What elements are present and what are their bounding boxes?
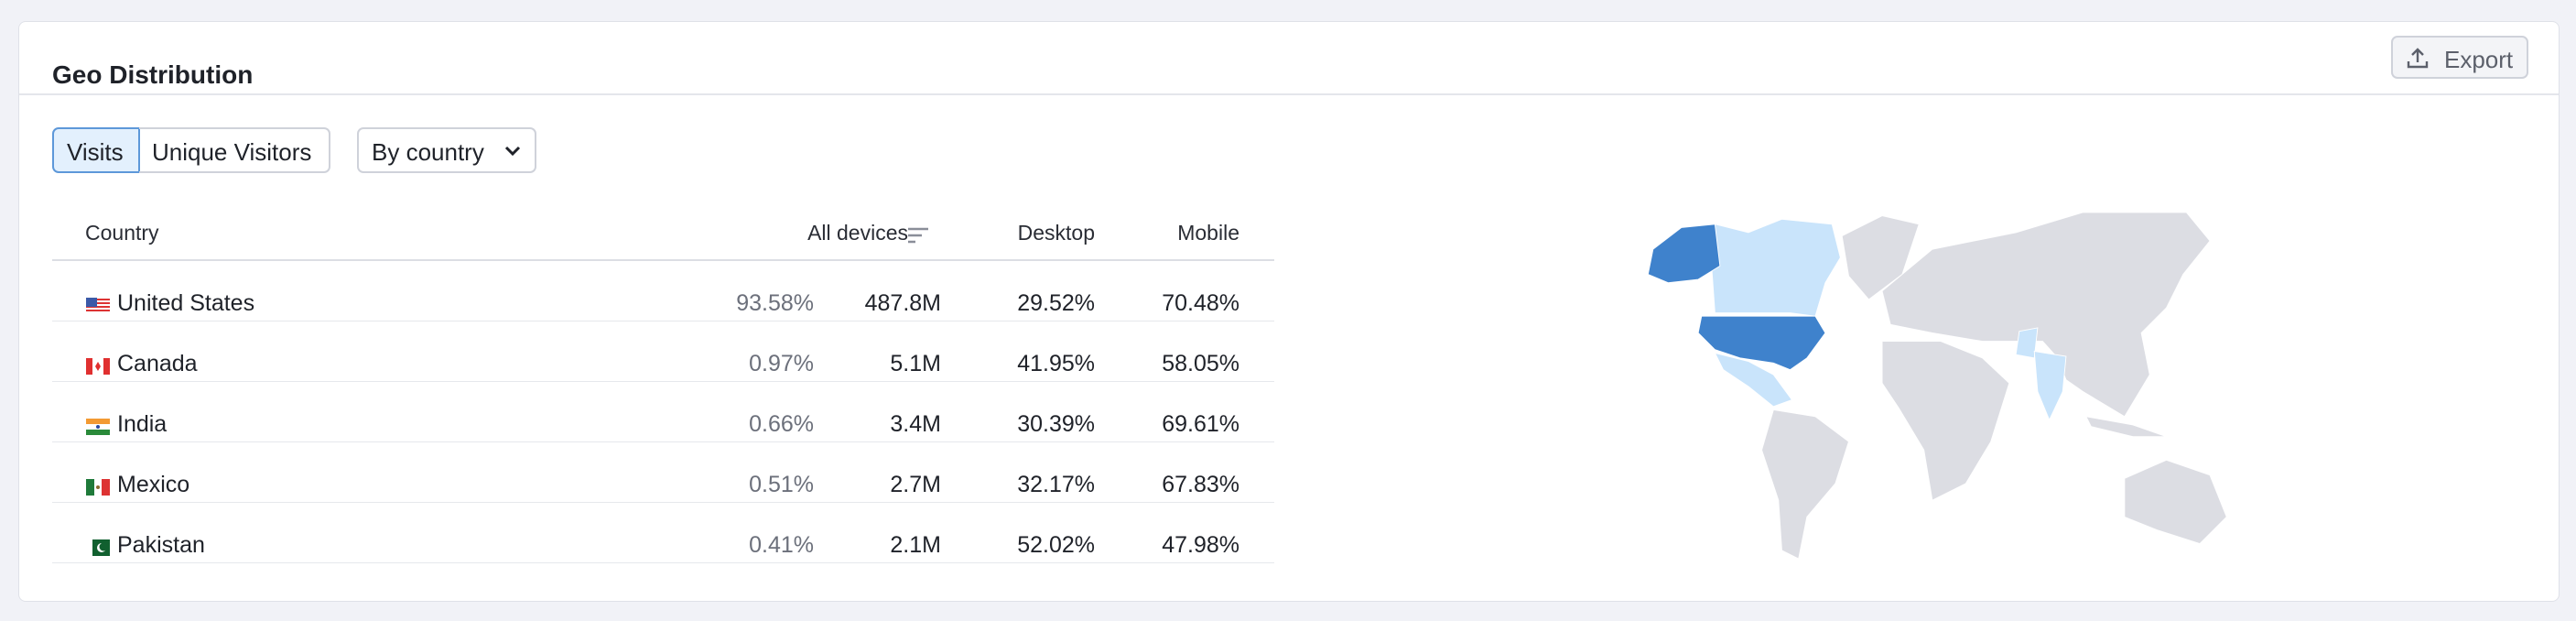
desktop: 32.17% [1017, 472, 1095, 497]
all-devices: 3.4M [890, 411, 941, 437]
tab[interactable]: Visits [52, 127, 140, 173]
world-map [1647, 212, 2227, 560]
flag-icon [86, 479, 110, 496]
flag-icon [86, 298, 110, 314]
country-name: Mexico [117, 472, 190, 497]
row-line [52, 381, 1274, 382]
share: 0.51% [749, 472, 814, 497]
column-header: Country [85, 221, 159, 245]
column-header: Desktop [1017, 221, 1095, 245]
all-devices: 2.1M [890, 532, 941, 558]
country-name: India [117, 411, 168, 437]
column-header: Mobile [1177, 221, 1239, 245]
card-title: Geo Distribution [52, 60, 254, 89]
country-name: United States [117, 290, 255, 316]
desktop: 41.95% [1017, 351, 1095, 376]
flag [86, 294, 110, 321]
chevron [504, 146, 521, 157]
divider [19, 93, 2559, 95]
tab[interactable]: Unique Visitors [139, 127, 330, 173]
mobile: 70.48% [1162, 290, 1239, 316]
export-icon [2407, 48, 2429, 69]
mobile: 67.83% [1162, 472, 1239, 497]
share: 93.58% [736, 290, 814, 316]
header-line [52, 259, 1274, 261]
geo-card: Geo Distribution Export Visits Unique Vi… [18, 21, 2560, 602]
flag [86, 536, 110, 562]
flag [86, 475, 110, 502]
share: 0.41% [749, 532, 814, 558]
mobile: 47.98% [1162, 532, 1239, 558]
dropdown-label: By country [372, 138, 484, 166]
column-header[interactable]: All devices [807, 221, 908, 245]
sort-icon [908, 227, 928, 244]
all-devices: 2.7M [890, 472, 941, 497]
desktop: 52.02% [1017, 532, 1095, 558]
row-line [52, 441, 1274, 442]
country-name: Pakistan [117, 532, 205, 558]
export-label: Export [2444, 46, 2514, 73]
share: 0.97% [749, 351, 814, 376]
mobile: 58.05% [1162, 351, 1239, 376]
flag [86, 354, 110, 381]
flag-icon [86, 419, 110, 435]
mobile: 69.61% [1162, 411, 1239, 437]
all-devices: 5.1M [890, 351, 941, 376]
flag [86, 415, 110, 441]
country-name: Canada [117, 351, 198, 376]
export-button[interactable]: Export [2391, 36, 2528, 79]
flag-icon [86, 358, 110, 375]
desktop: 30.39% [1017, 411, 1095, 437]
all-devices: 487.8M [864, 290, 941, 316]
share: 0.66% [749, 411, 814, 437]
row-line [52, 502, 1274, 503]
desktop: 29.52% [1017, 290, 1095, 316]
dropdown[interactable]: By country [357, 127, 536, 173]
flag-icon [86, 539, 110, 556]
row-line [52, 562, 1274, 563]
